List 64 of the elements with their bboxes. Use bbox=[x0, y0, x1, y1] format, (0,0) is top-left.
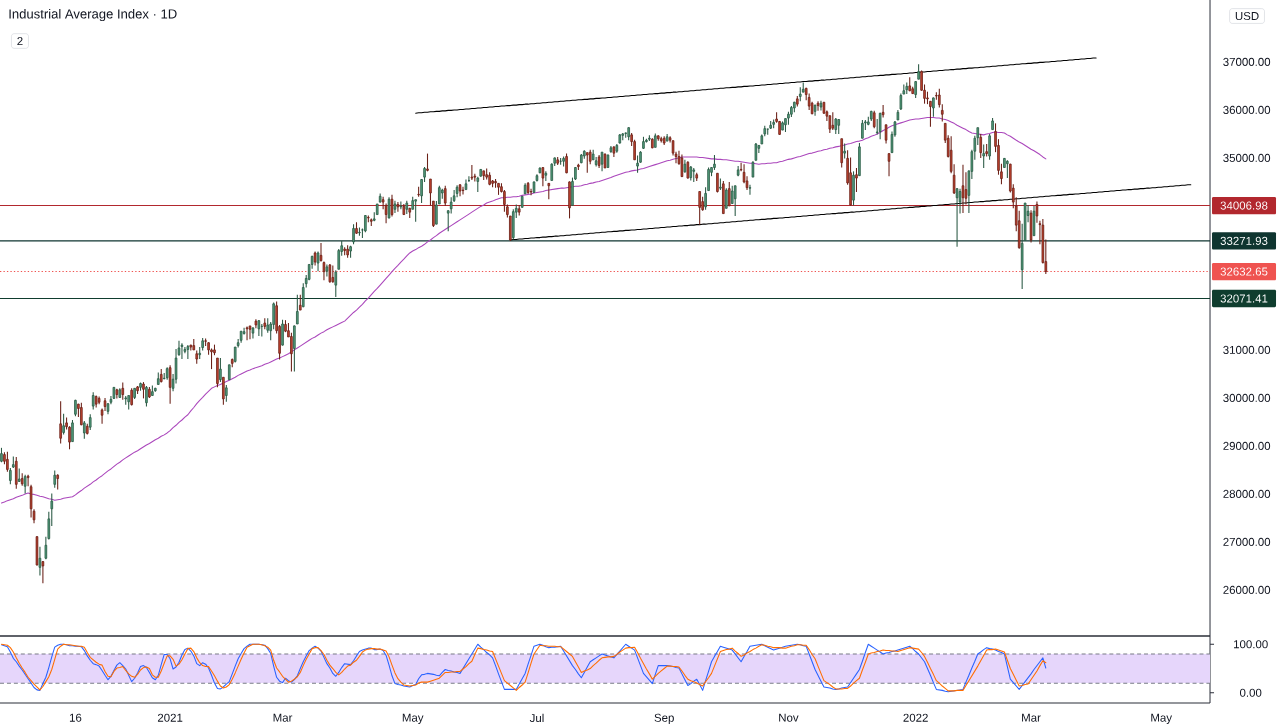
candlestick bbox=[293, 324, 296, 373]
x-tick-label: Mar bbox=[1022, 713, 1041, 722]
candlestick bbox=[245, 325, 249, 341]
y-tick-label: 29000.00 bbox=[1223, 441, 1271, 450]
candlestick bbox=[568, 180, 571, 219]
candlestick bbox=[955, 187, 959, 248]
line-series bbox=[509, 184, 1192, 241]
candlestick bbox=[325, 263, 329, 278]
x-tick-label: Mar bbox=[273, 713, 293, 722]
candlestick bbox=[855, 167, 858, 193]
candlestick bbox=[62, 413, 65, 435]
x-tick-label: 16 bbox=[69, 713, 82, 722]
ref-line-label: 32632.65 bbox=[1220, 267, 1268, 276]
candlestick bbox=[6, 451, 9, 473]
candlestick bbox=[414, 199, 417, 223]
x-tick-label: Sep bbox=[654, 713, 674, 725]
y-tick-label: 28000.00 bbox=[1223, 489, 1271, 498]
x-tick-label: Jul bbox=[529, 713, 544, 723]
text: USD bbox=[1235, 11, 1259, 21]
candlestick bbox=[426, 153, 429, 172]
candlestick bbox=[982, 143, 985, 169]
candlestick bbox=[281, 319, 284, 347]
candlestick bbox=[698, 190, 701, 226]
y-tick-label: 35000.00 bbox=[1223, 153, 1271, 162]
x-tick-label: May bbox=[402, 713, 424, 724]
candlestick bbox=[961, 164, 965, 214]
candlestick bbox=[461, 186, 465, 195]
text: Industrial Average Index · 1D bbox=[9, 8, 177, 22]
x-tick-label: 2022 bbox=[903, 713, 928, 722]
candlestick bbox=[840, 138, 843, 169]
candlestick bbox=[219, 357, 222, 383]
candlestick bbox=[748, 184, 752, 196]
x-tick-label: 2021 bbox=[157, 713, 183, 722]
x-tick-label: Nov bbox=[779, 713, 799, 722]
candlestick bbox=[334, 269, 338, 298]
candlestick bbox=[71, 419, 74, 443]
x-tick-label: May bbox=[1151, 713, 1173, 724]
candlestick bbox=[503, 189, 506, 213]
y-tick-label: 37000.00 bbox=[1223, 57, 1271, 66]
y-tick-label: 27000.00 bbox=[1223, 537, 1271, 546]
candlestick bbox=[59, 400, 62, 445]
y-tick-label: 0.00 bbox=[1239, 688, 1262, 697]
annotation: 2 bbox=[17, 37, 23, 46]
candlestick bbox=[352, 223, 355, 245]
y-tick-label: 30000.00 bbox=[1223, 393, 1271, 402]
ref-line-label: 34006.98 bbox=[1220, 201, 1268, 210]
line-series bbox=[415, 57, 1097, 114]
y-tick-label: 100.00 bbox=[1234, 640, 1268, 649]
candlestick bbox=[41, 560, 45, 584]
candlestick bbox=[38, 546, 42, 577]
candlestick bbox=[739, 162, 743, 172]
candlestick bbox=[725, 187, 728, 209]
candlestick bbox=[887, 153, 891, 177]
candlestick bbox=[585, 152, 589, 174]
y-tick-label: 36000.00 bbox=[1223, 105, 1271, 114]
y-tick-label: 26000.00 bbox=[1223, 585, 1271, 594]
ref-line-label: 33271.93 bbox=[1220, 236, 1268, 245]
ref-line-label: 32071.41 bbox=[1220, 294, 1268, 303]
candlestick bbox=[290, 332, 293, 373]
candlestick bbox=[881, 104, 885, 119]
candlestick bbox=[884, 124, 888, 145]
candlestick bbox=[932, 96, 935, 118]
y-tick-label: 31000.00 bbox=[1223, 345, 1271, 354]
candlestick bbox=[399, 201, 403, 210]
